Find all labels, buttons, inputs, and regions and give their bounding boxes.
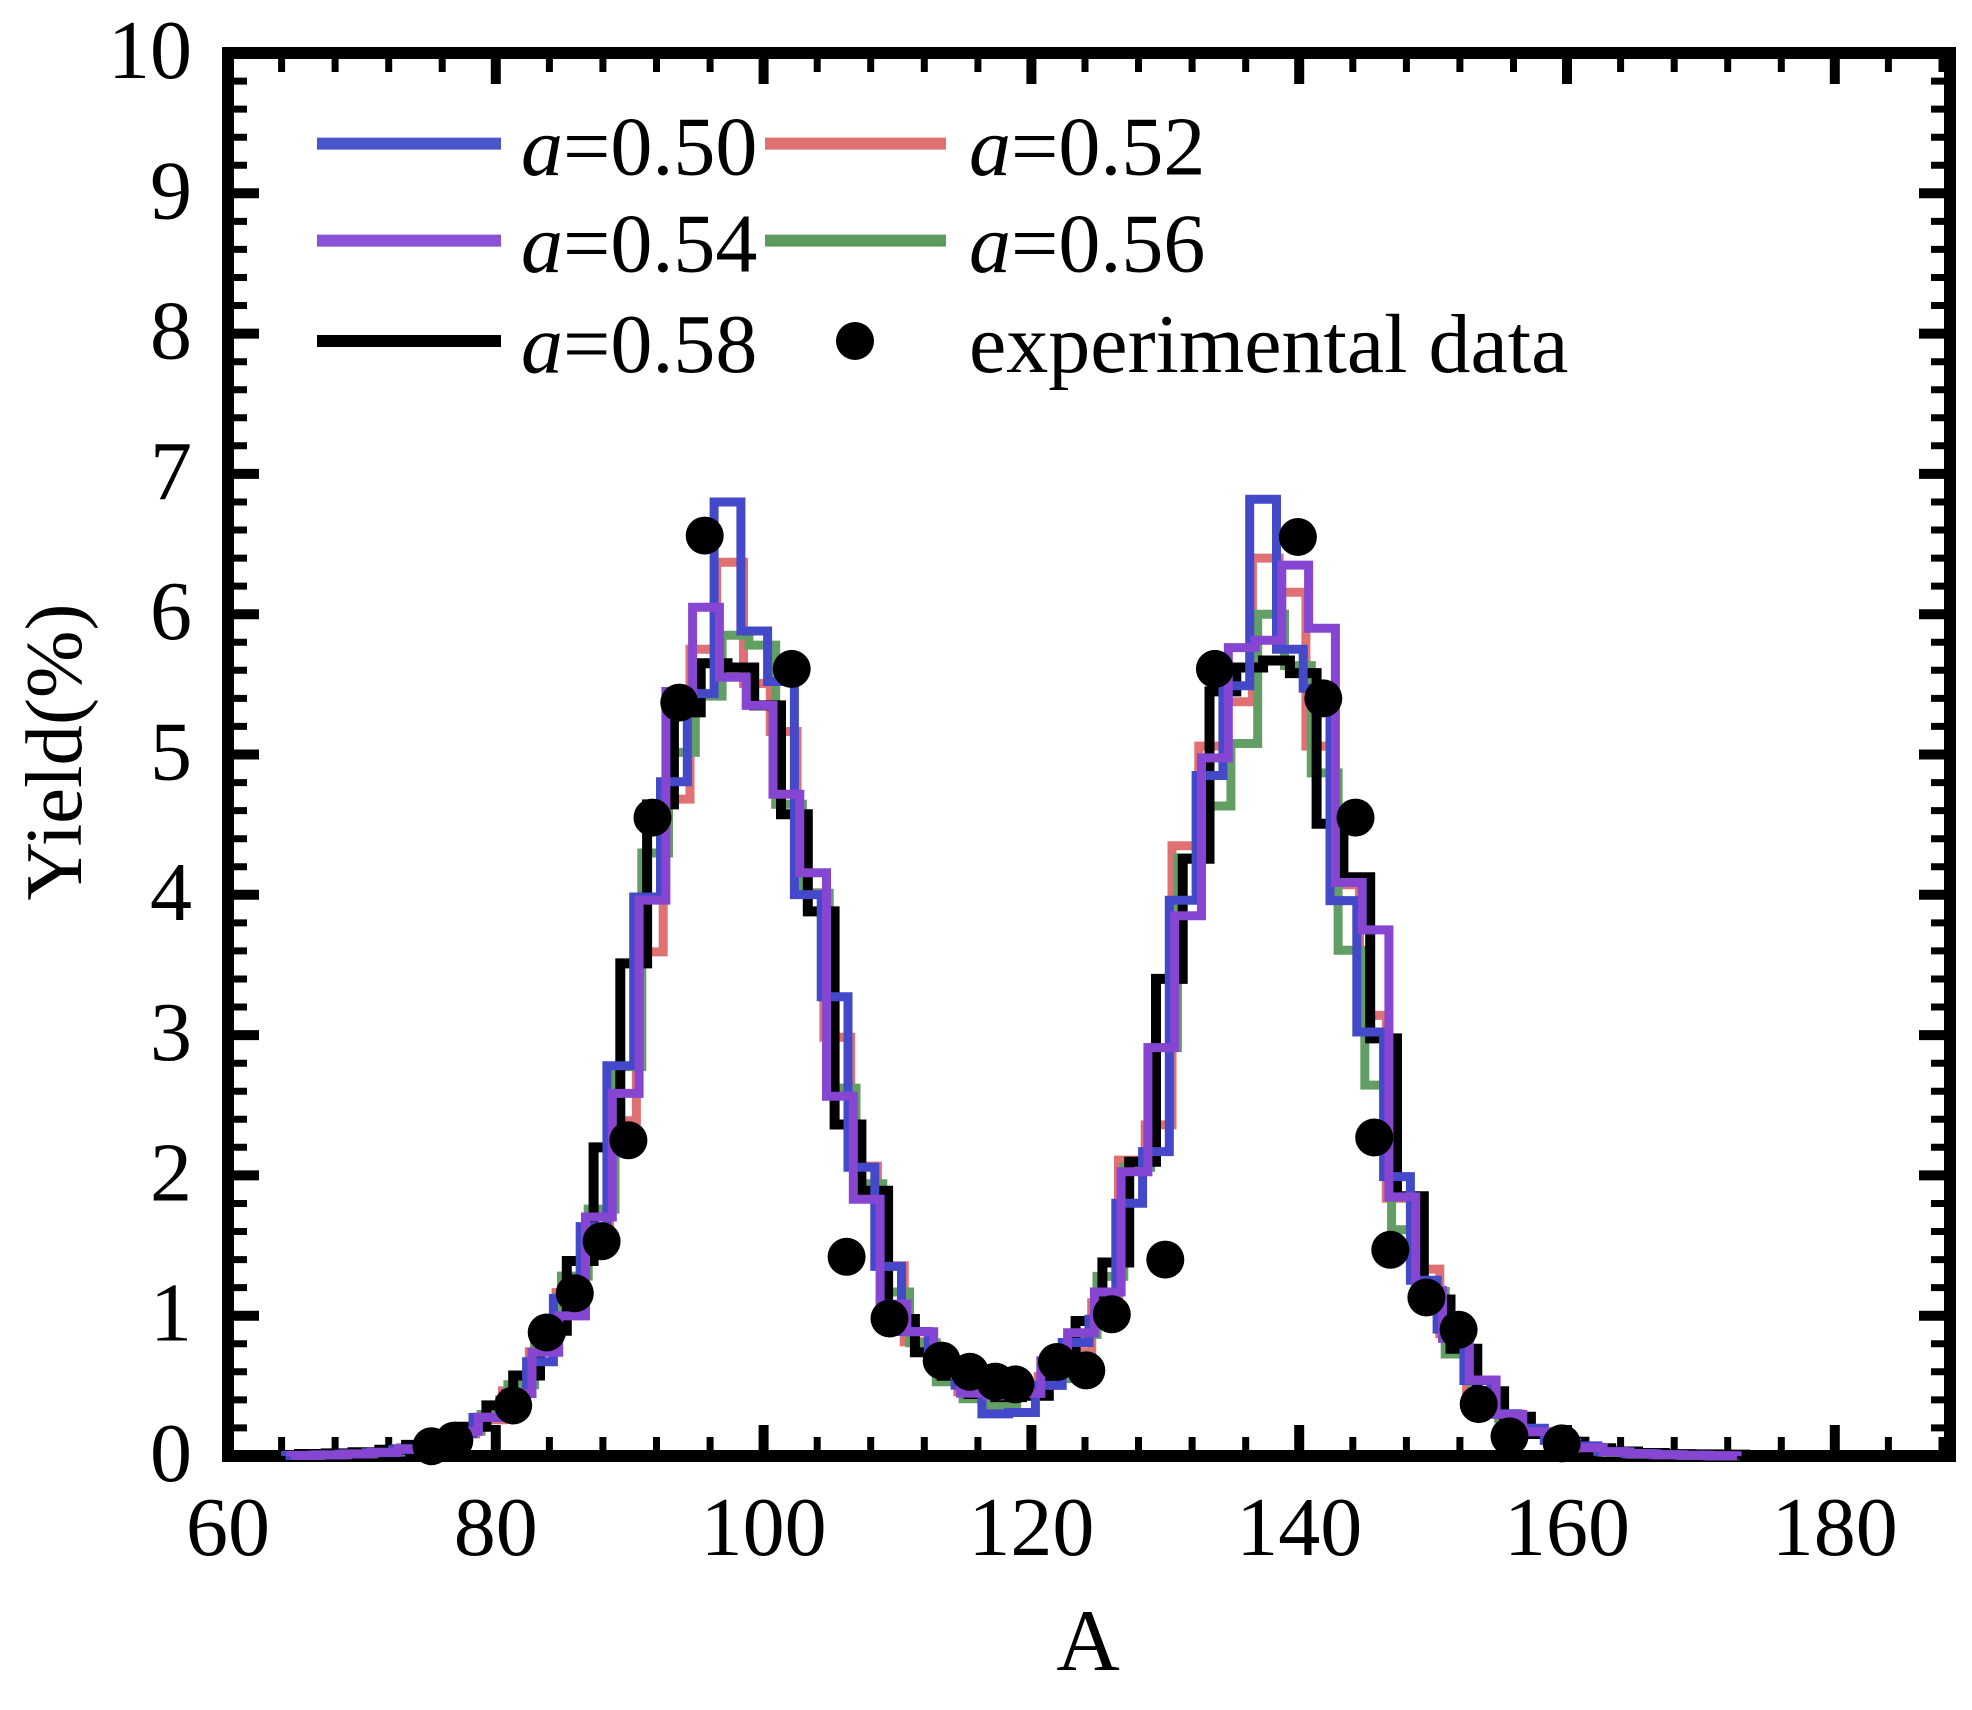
svg-text:a=0.54: a=0.54 xyxy=(521,197,757,290)
svg-text:3: 3 xyxy=(150,986,192,1079)
svg-text:6: 6 xyxy=(150,565,192,658)
svg-text:a=0.58: a=0.58 xyxy=(521,298,757,391)
svg-text:Yield(%): Yield(%) xyxy=(9,604,99,901)
svg-text:2: 2 xyxy=(150,1126,192,1219)
svg-text:A: A xyxy=(1056,1593,1120,1690)
svg-text:60: 60 xyxy=(186,1481,270,1574)
svg-text:180: 180 xyxy=(1772,1481,1898,1574)
svg-text:140: 140 xyxy=(1236,1481,1362,1574)
svg-text:10: 10 xyxy=(108,4,192,97)
svg-text:a=0.50: a=0.50 xyxy=(521,100,757,193)
svg-text:160: 160 xyxy=(1504,1481,1630,1574)
svg-text:8: 8 xyxy=(150,285,192,378)
svg-text:1: 1 xyxy=(150,1267,192,1360)
svg-text:5: 5 xyxy=(150,705,192,798)
svg-text:80: 80 xyxy=(454,1481,538,1574)
svg-text:experimental data: experimental data xyxy=(969,298,1568,391)
svg-text:4: 4 xyxy=(150,846,192,939)
svg-text:0: 0 xyxy=(150,1407,192,1500)
svg-text:120: 120 xyxy=(968,1481,1094,1574)
svg-text:9: 9 xyxy=(150,144,192,237)
svg-text:100: 100 xyxy=(701,1481,827,1574)
svg-text:7: 7 xyxy=(150,425,192,518)
svg-text:a=0.56: a=0.56 xyxy=(969,197,1205,290)
svg-text:a=0.52: a=0.52 xyxy=(969,100,1205,193)
